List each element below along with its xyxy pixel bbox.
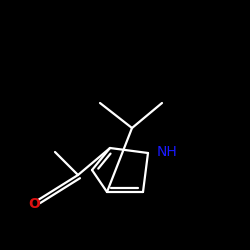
Text: NH: NH xyxy=(157,145,178,159)
Text: O: O xyxy=(28,198,40,211)
